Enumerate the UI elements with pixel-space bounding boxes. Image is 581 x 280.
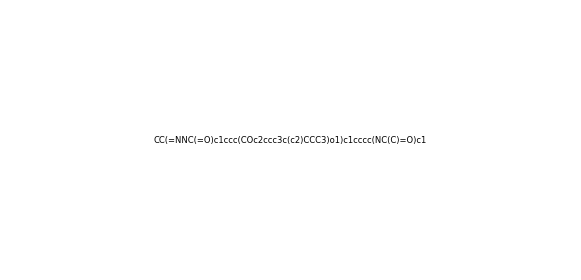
Text: CC(=NNC(=O)c1ccc(COc2ccc3c(c2)CCC3)o1)c1cccc(NC(C)=O)c1: CC(=NNC(=O)c1ccc(COc2ccc3c(c2)CCC3)o1)c1… [154,136,427,144]
